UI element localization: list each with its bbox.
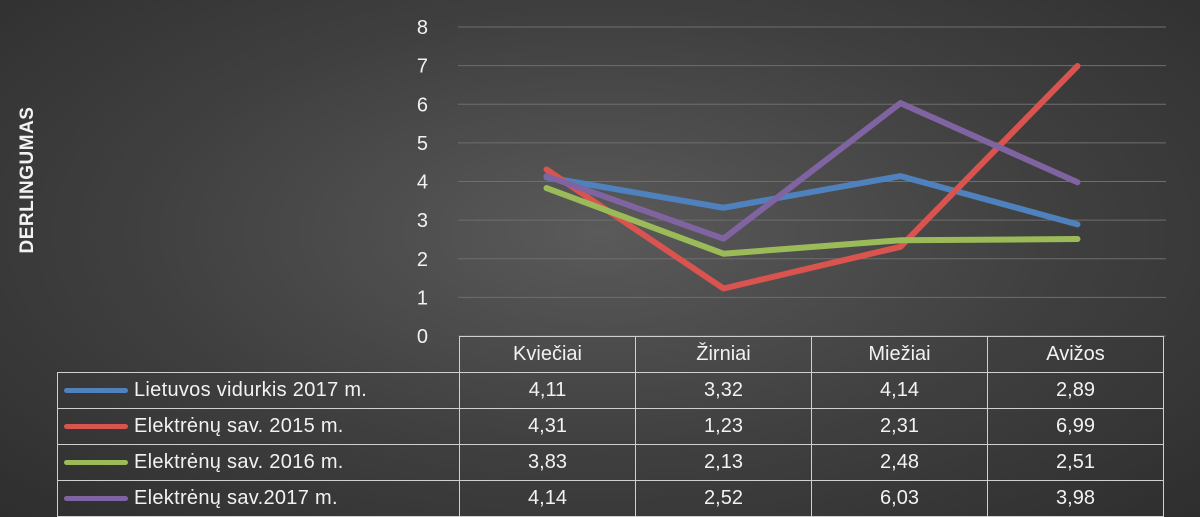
table-row: Elektrėnų sav. 2015 m. 4,31 1,23 2,31 6,99	[57, 408, 1164, 445]
category-label: Kviečiai	[459, 336, 636, 373]
table-row: Lietuvos vidurkis 2017 m. 4,11 3,32 4,14 2,8…	[57, 372, 1164, 409]
series-line	[543, 185, 1081, 257]
y-tick-label: 1	[417, 287, 428, 309]
category-label: Miežiai	[811, 336, 988, 373]
y-tick-label: 0	[417, 326, 428, 348]
y-tick-label: 6	[417, 94, 428, 116]
data-value-cell: 4,14	[811, 372, 988, 409]
series-line	[543, 100, 1081, 242]
data-value-cell: 1,23	[635, 408, 812, 445]
data-value-cell: 6,03	[811, 480, 988, 517]
data-value-cell: 2,13	[635, 444, 812, 481]
series-name-cell: Elektrėnų sav. 2016 m.	[57, 444, 460, 481]
data-value-cell: 4,14	[459, 480, 636, 517]
series-name-cell: Lietuvos vidurkis 2017 m.	[57, 372, 460, 409]
series-name: Lietuvos vidurkis 2017 m.	[134, 379, 368, 402]
data-value-cell: 4,31	[459, 408, 636, 445]
data-value-cell: 2,51	[987, 444, 1164, 481]
category-label: Žirniai	[635, 336, 812, 373]
y-axis-label: DERLINGUMAS	[17, 106, 38, 254]
legend-swatch	[64, 424, 128, 430]
data-value-cell: 4,11	[459, 372, 636, 409]
data-value-cell: 2,52	[635, 480, 812, 517]
y-axis-ticks: 0 1 2 3 4 5 6 7 8	[417, 17, 428, 348]
data-value-cell: 6,99	[987, 408, 1164, 445]
legend-swatch	[64, 388, 128, 394]
y-tick-label: 8	[417, 17, 428, 39]
table-corner	[58, 337, 460, 373]
data-value-cell: 2,48	[811, 444, 988, 481]
category-label: Avižos	[987, 336, 1164, 373]
y-tick-label: 3	[417, 210, 428, 232]
series-lines	[543, 63, 1081, 292]
series-name-cell: Elektrėnų sav.2017 m.	[57, 480, 460, 517]
table-header-row: Kviečiai Žirniai Miežiai Avižos	[58, 336, 1164, 373]
data-value-cell: 2,89	[987, 372, 1164, 409]
y-tick-label: 5	[417, 133, 428, 155]
y-tick-label: 4	[417, 172, 428, 194]
data-table: Kviečiai Žirniai Miežiai Avižos Lietuvos vid…	[57, 336, 1164, 517]
legend-swatch	[64, 460, 128, 466]
data-value-cell: 2,31	[811, 408, 988, 445]
series-name: Elektrėnų sav. 2015 m.	[134, 415, 344, 438]
series-line	[543, 173, 1081, 228]
data-value-cell: 3,98	[987, 480, 1164, 517]
series-line	[543, 63, 1081, 292]
y-tick-label: 2	[417, 249, 428, 271]
series-name: Elektrėnų sav. 2016 m.	[134, 451, 344, 474]
series-name: Elektrėnų sav.2017 m.	[134, 487, 338, 510]
data-value-cell: 3,32	[635, 372, 812, 409]
legend-swatch	[64, 496, 128, 502]
series-name-cell: Elektrėnų sav. 2015 m.	[57, 408, 460, 445]
table-row: Elektrėnų sav. 2016 m. 3,83 2,13 2,48 2,51	[57, 444, 1164, 481]
data-value-cell: 3,83	[459, 444, 636, 481]
table-row: Elektrėnų sav.2017 m. 4,14 2,52 6,03 3,98	[57, 480, 1164, 517]
y-tick-label: 7	[417, 56, 428, 78]
